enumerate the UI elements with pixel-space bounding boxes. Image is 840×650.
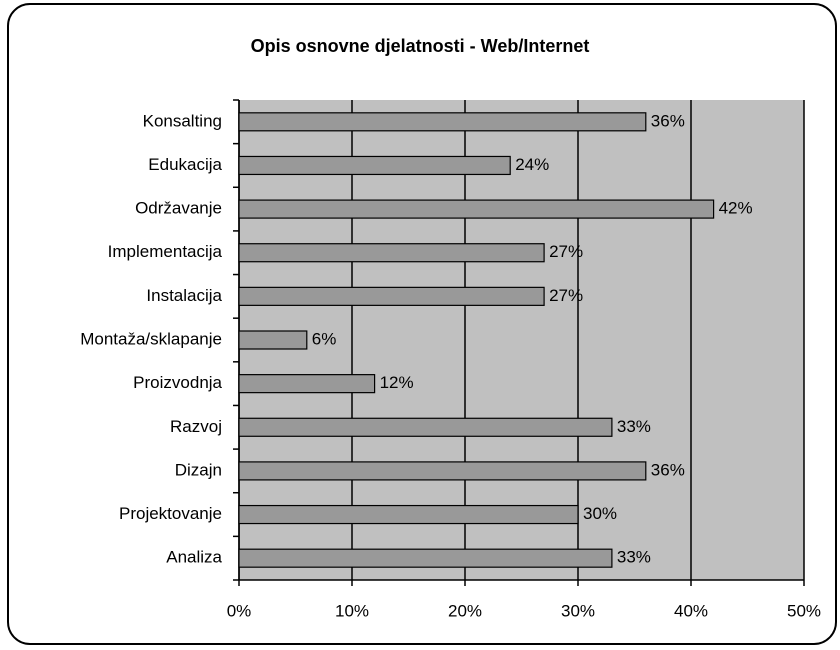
data-label: 27% [549,242,583,261]
data-label: 42% [719,199,753,218]
x-tick-label: 20% [448,601,482,620]
data-label: 30% [583,504,617,523]
x-tick-label: 50% [787,601,821,620]
bar [238,330,308,350]
bar [238,243,545,263]
y-tick-label: Implementacija [108,242,223,261]
y-tick-label: Razvoj [170,417,222,436]
x-tick-label: 30% [561,601,595,620]
data-label: 27% [549,286,583,305]
data-label: 6% [312,329,337,348]
bar [238,286,545,306]
y-tick-label: Instalacija [146,286,222,305]
y-tick-label: Projektovanje [119,504,222,523]
y-tick-label: Konsalting [143,111,222,130]
chart-title: Opis osnovne djelatnosti - Web/Internet [251,36,590,56]
y-tick-label: Održavanje [135,199,222,218]
bar [238,461,647,481]
y-tick-label: Analiza [166,548,222,567]
y-tick-label: Dizajn [175,460,222,479]
data-label: 24% [515,155,549,174]
data-label: 33% [617,548,651,567]
y-tick-label: Montaža/sklapanje [80,329,222,348]
x-tick-label: 0% [227,601,252,620]
plot-area [239,100,804,580]
data-label: 36% [651,111,685,130]
data-label: 36% [651,460,685,479]
y-tick-label: Edukacija [148,155,222,174]
x-tick-label: 40% [674,601,708,620]
data-label: 12% [380,373,414,392]
y-tick-label: Proizvodnja [133,373,222,392]
bar [238,548,613,568]
bar [238,417,613,437]
bar [238,112,647,132]
bar [238,199,715,219]
data-label: 33% [617,417,651,436]
bar [238,504,579,525]
bar [238,155,511,176]
bar [238,374,376,394]
x-tick-label: 10% [335,601,369,620]
